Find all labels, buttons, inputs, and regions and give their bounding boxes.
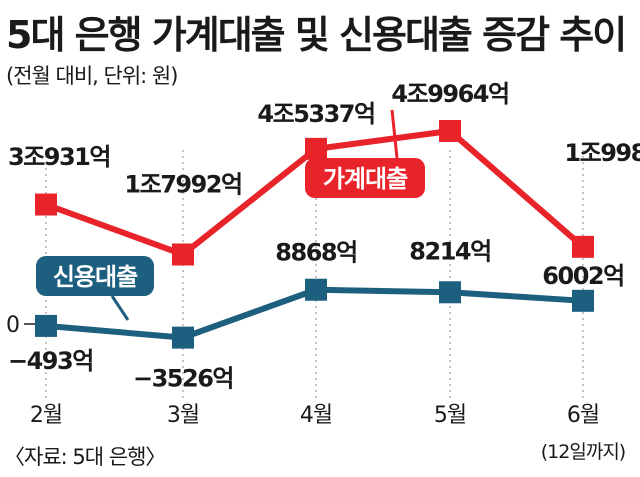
value-label-household-4: 1조9980억: [564, 139, 640, 167]
marker-household-3: [439, 120, 461, 142]
marker-credit-3: [439, 281, 461, 304]
x-axis-note: (12일까지): [541, 441, 625, 463]
chart-title: 5대 은행 가계대출 및 신용대출 증감 추이: [6, 13, 627, 57]
value-label-credit-3: 8214억: [409, 237, 490, 265]
x-label-2: 4월: [300, 403, 332, 428]
x-label-0: 2월: [30, 403, 62, 428]
value-label-household-1: 1조7992억: [124, 171, 241, 199]
value-label-credit-4: 6002억: [542, 262, 623, 290]
marker-household-2: [305, 137, 327, 160]
value-label-household-3: 4조9964억: [391, 80, 508, 108]
marker-credit-0: [35, 314, 57, 337]
marker-household-4: [572, 235, 594, 258]
marker-household-1: [172, 243, 194, 266]
x-label-4: 6월: [567, 403, 599, 428]
marker-credit-1: [172, 326, 194, 349]
legend-household: 가계대출: [305, 158, 425, 198]
legend-credit-label: 신용대출: [53, 263, 138, 291]
legend-credit-pointer: [110, 295, 130, 321]
value-label-household-0: 3조931억: [8, 143, 110, 171]
x-axis-labels: 2월 3월 4월 5월 6월: [30, 403, 600, 428]
value-labels: 3조931억 1조7992억 4조5337억 4조9964억 1조9980억 −493억 −…: [8, 80, 640, 393]
chart-source: 〈자료: 5대 은행〉: [4, 445, 166, 469]
value-label-credit-1: −3526억: [133, 365, 233, 393]
marker-credit-4: [572, 289, 594, 312]
value-label-household-2: 4조5337억: [257, 100, 374, 128]
legend-household-label: 가계대출: [323, 165, 408, 193]
value-label-credit-2: 8868억: [275, 239, 356, 267]
x-label-1: 3월: [167, 403, 199, 428]
marker-credit-2: [305, 278, 327, 301]
legend-credit: 신용대출: [36, 256, 154, 296]
legend-household-badge: [305, 158, 425, 198]
value-label-credit-0: −493억: [8, 347, 93, 375]
marker-household-0: [35, 193, 57, 216]
chart-unit-note: (전월 대비, 단위: 원): [6, 64, 178, 88]
series-markers: [35, 120, 594, 349]
legend-credit-badge: [36, 256, 154, 296]
x-label-3: 5월: [434, 403, 466, 428]
zero-label: 0: [6, 313, 19, 338]
legend-household-pointer: [390, 109, 399, 159]
